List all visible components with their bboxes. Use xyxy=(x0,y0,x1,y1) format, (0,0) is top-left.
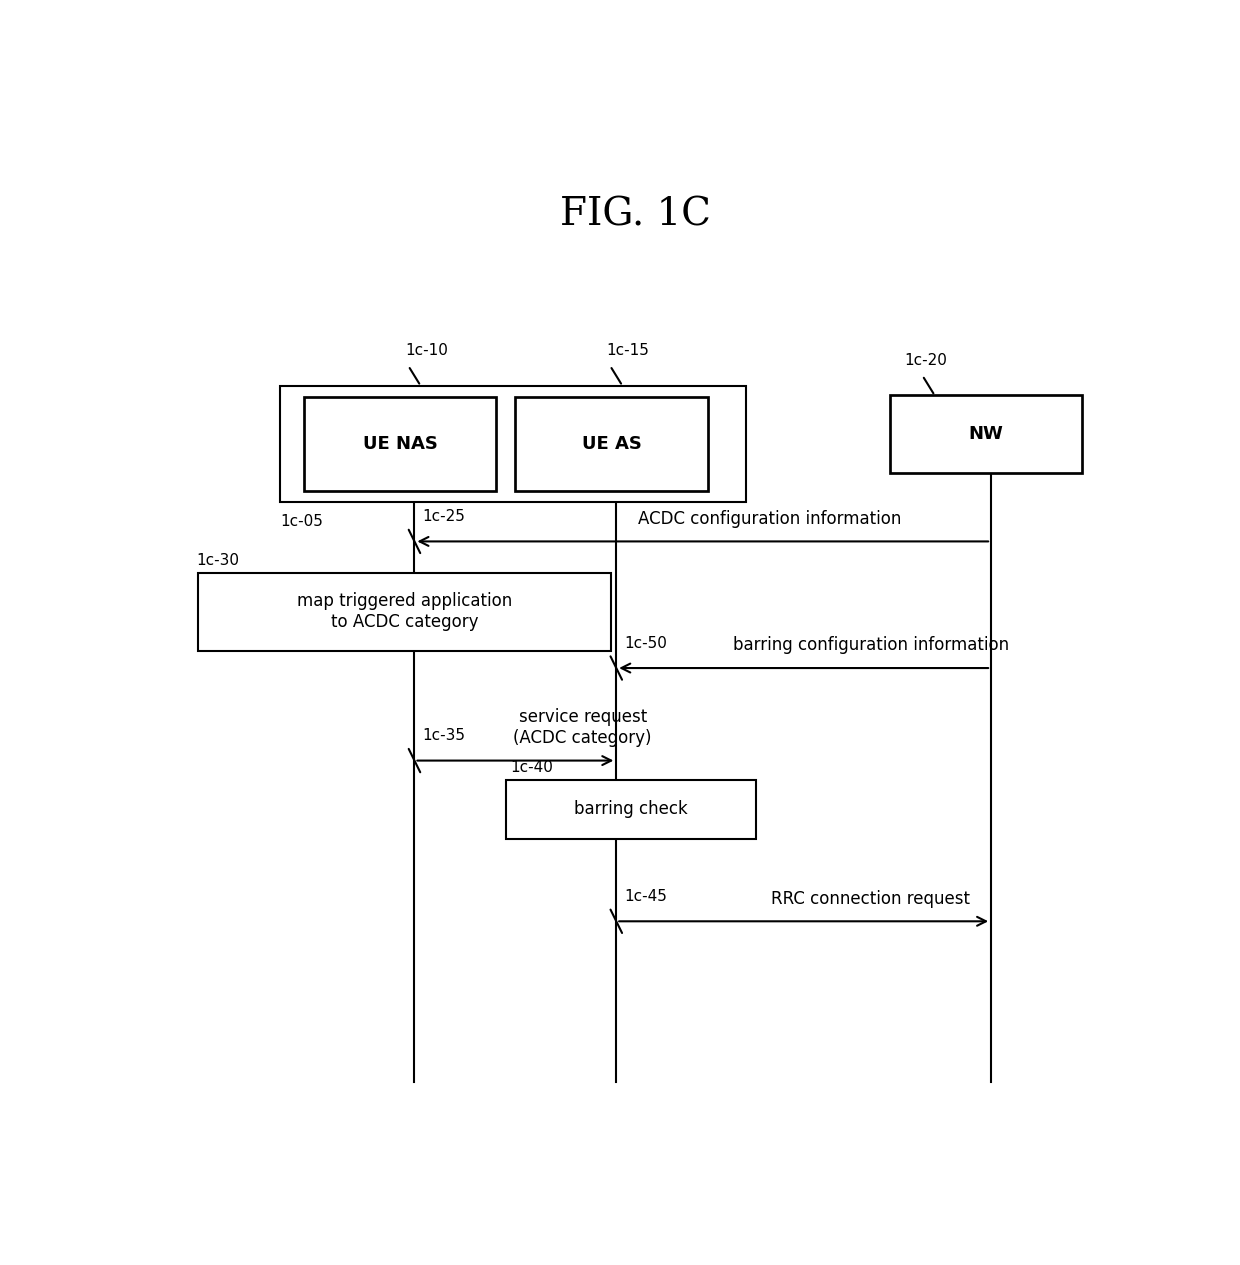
Text: 1c-25: 1c-25 xyxy=(422,509,465,524)
Text: barring check: barring check xyxy=(574,801,687,818)
Text: RRC connection request: RRC connection request xyxy=(771,889,971,908)
Text: 1c-15: 1c-15 xyxy=(606,343,650,358)
Text: 1c-40: 1c-40 xyxy=(511,760,553,775)
Text: FIG. 1C: FIG. 1C xyxy=(560,196,711,234)
Text: 1c-20: 1c-20 xyxy=(905,353,947,368)
Text: NW: NW xyxy=(968,425,1003,443)
Text: 1c-30: 1c-30 xyxy=(196,553,239,568)
Text: ACDC configuration information: ACDC configuration information xyxy=(639,510,901,528)
Bar xyxy=(516,397,708,491)
Bar xyxy=(280,386,746,502)
Text: 1c-10: 1c-10 xyxy=(404,343,448,358)
Bar xyxy=(890,395,1083,473)
Text: UE AS: UE AS xyxy=(582,435,641,453)
Text: 1c-50: 1c-50 xyxy=(624,635,667,650)
Bar xyxy=(304,397,496,491)
Bar xyxy=(198,573,611,650)
Text: service request
(ACDC category): service request (ACDC category) xyxy=(513,708,652,746)
Text: 1c-35: 1c-35 xyxy=(422,729,465,743)
Text: map triggered application
to ACDC category: map triggered application to ACDC catego… xyxy=(298,592,512,631)
Text: 1c-45: 1c-45 xyxy=(624,889,667,903)
Text: 1c-05: 1c-05 xyxy=(280,514,322,529)
Bar xyxy=(506,781,755,839)
Text: UE NAS: UE NAS xyxy=(362,435,438,453)
Text: barring configuration information: barring configuration information xyxy=(733,636,1009,654)
